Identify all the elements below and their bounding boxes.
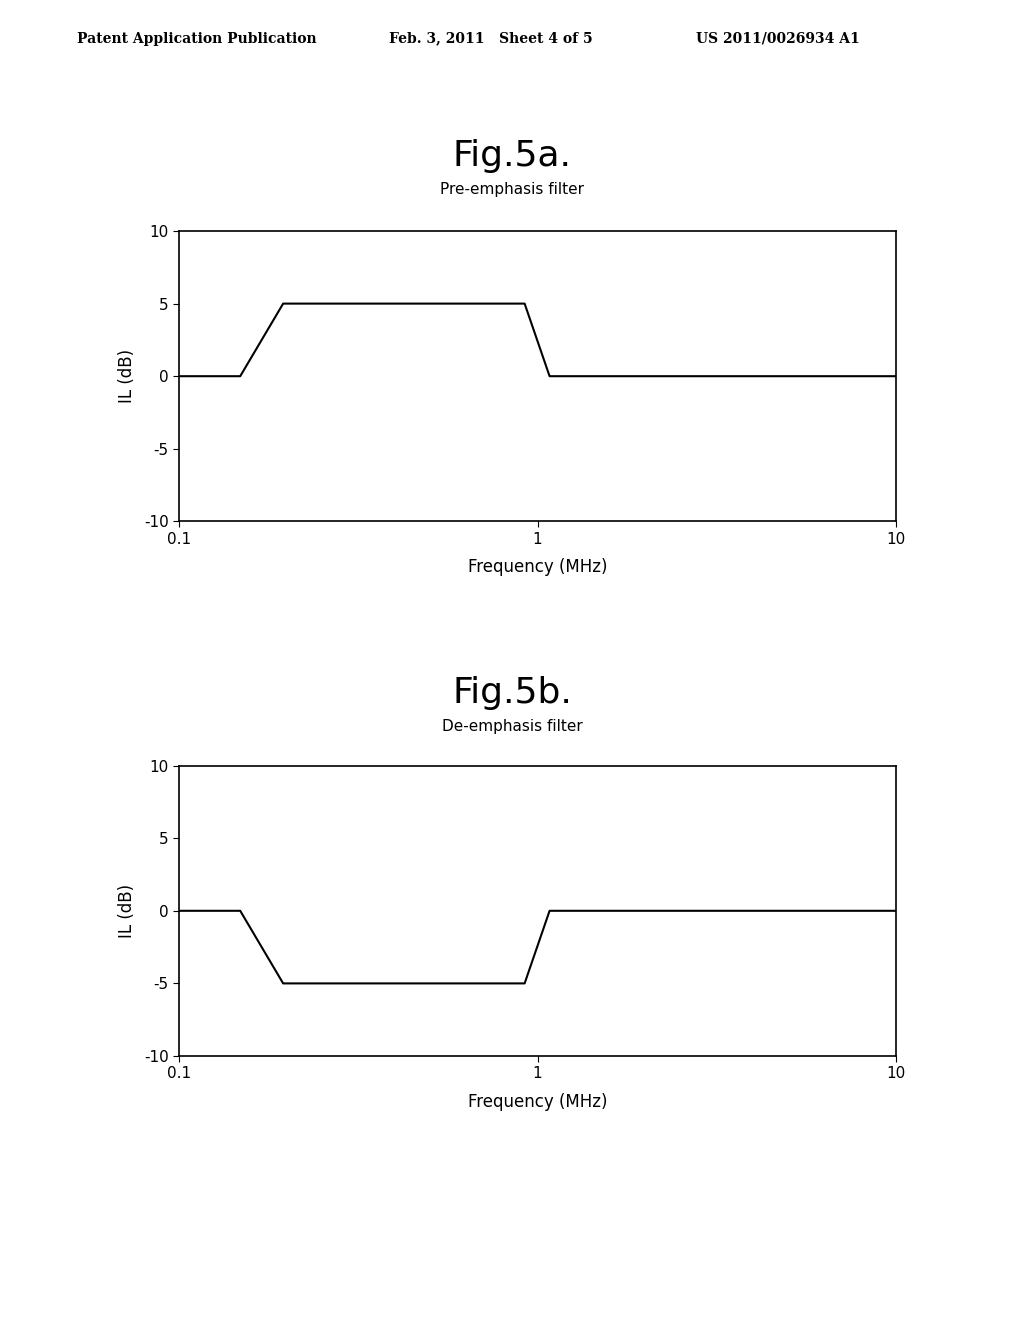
- X-axis label: Frequency (MHz): Frequency (MHz): [468, 558, 607, 576]
- Text: De-emphasis filter: De-emphasis filter: [441, 719, 583, 734]
- X-axis label: Frequency (MHz): Frequency (MHz): [468, 1093, 607, 1110]
- Text: Patent Application Publication: Patent Application Publication: [77, 32, 316, 46]
- Text: US 2011/0026934 A1: US 2011/0026934 A1: [696, 32, 860, 46]
- Y-axis label: IL (dB): IL (dB): [118, 883, 136, 939]
- Text: Feb. 3, 2011   Sheet 4 of 5: Feb. 3, 2011 Sheet 4 of 5: [389, 32, 593, 46]
- Text: Fig.5b.: Fig.5b.: [452, 676, 572, 710]
- Text: Pre-emphasis filter: Pre-emphasis filter: [440, 182, 584, 197]
- Text: Fig.5a.: Fig.5a.: [453, 139, 571, 173]
- Y-axis label: IL (dB): IL (dB): [118, 348, 136, 404]
